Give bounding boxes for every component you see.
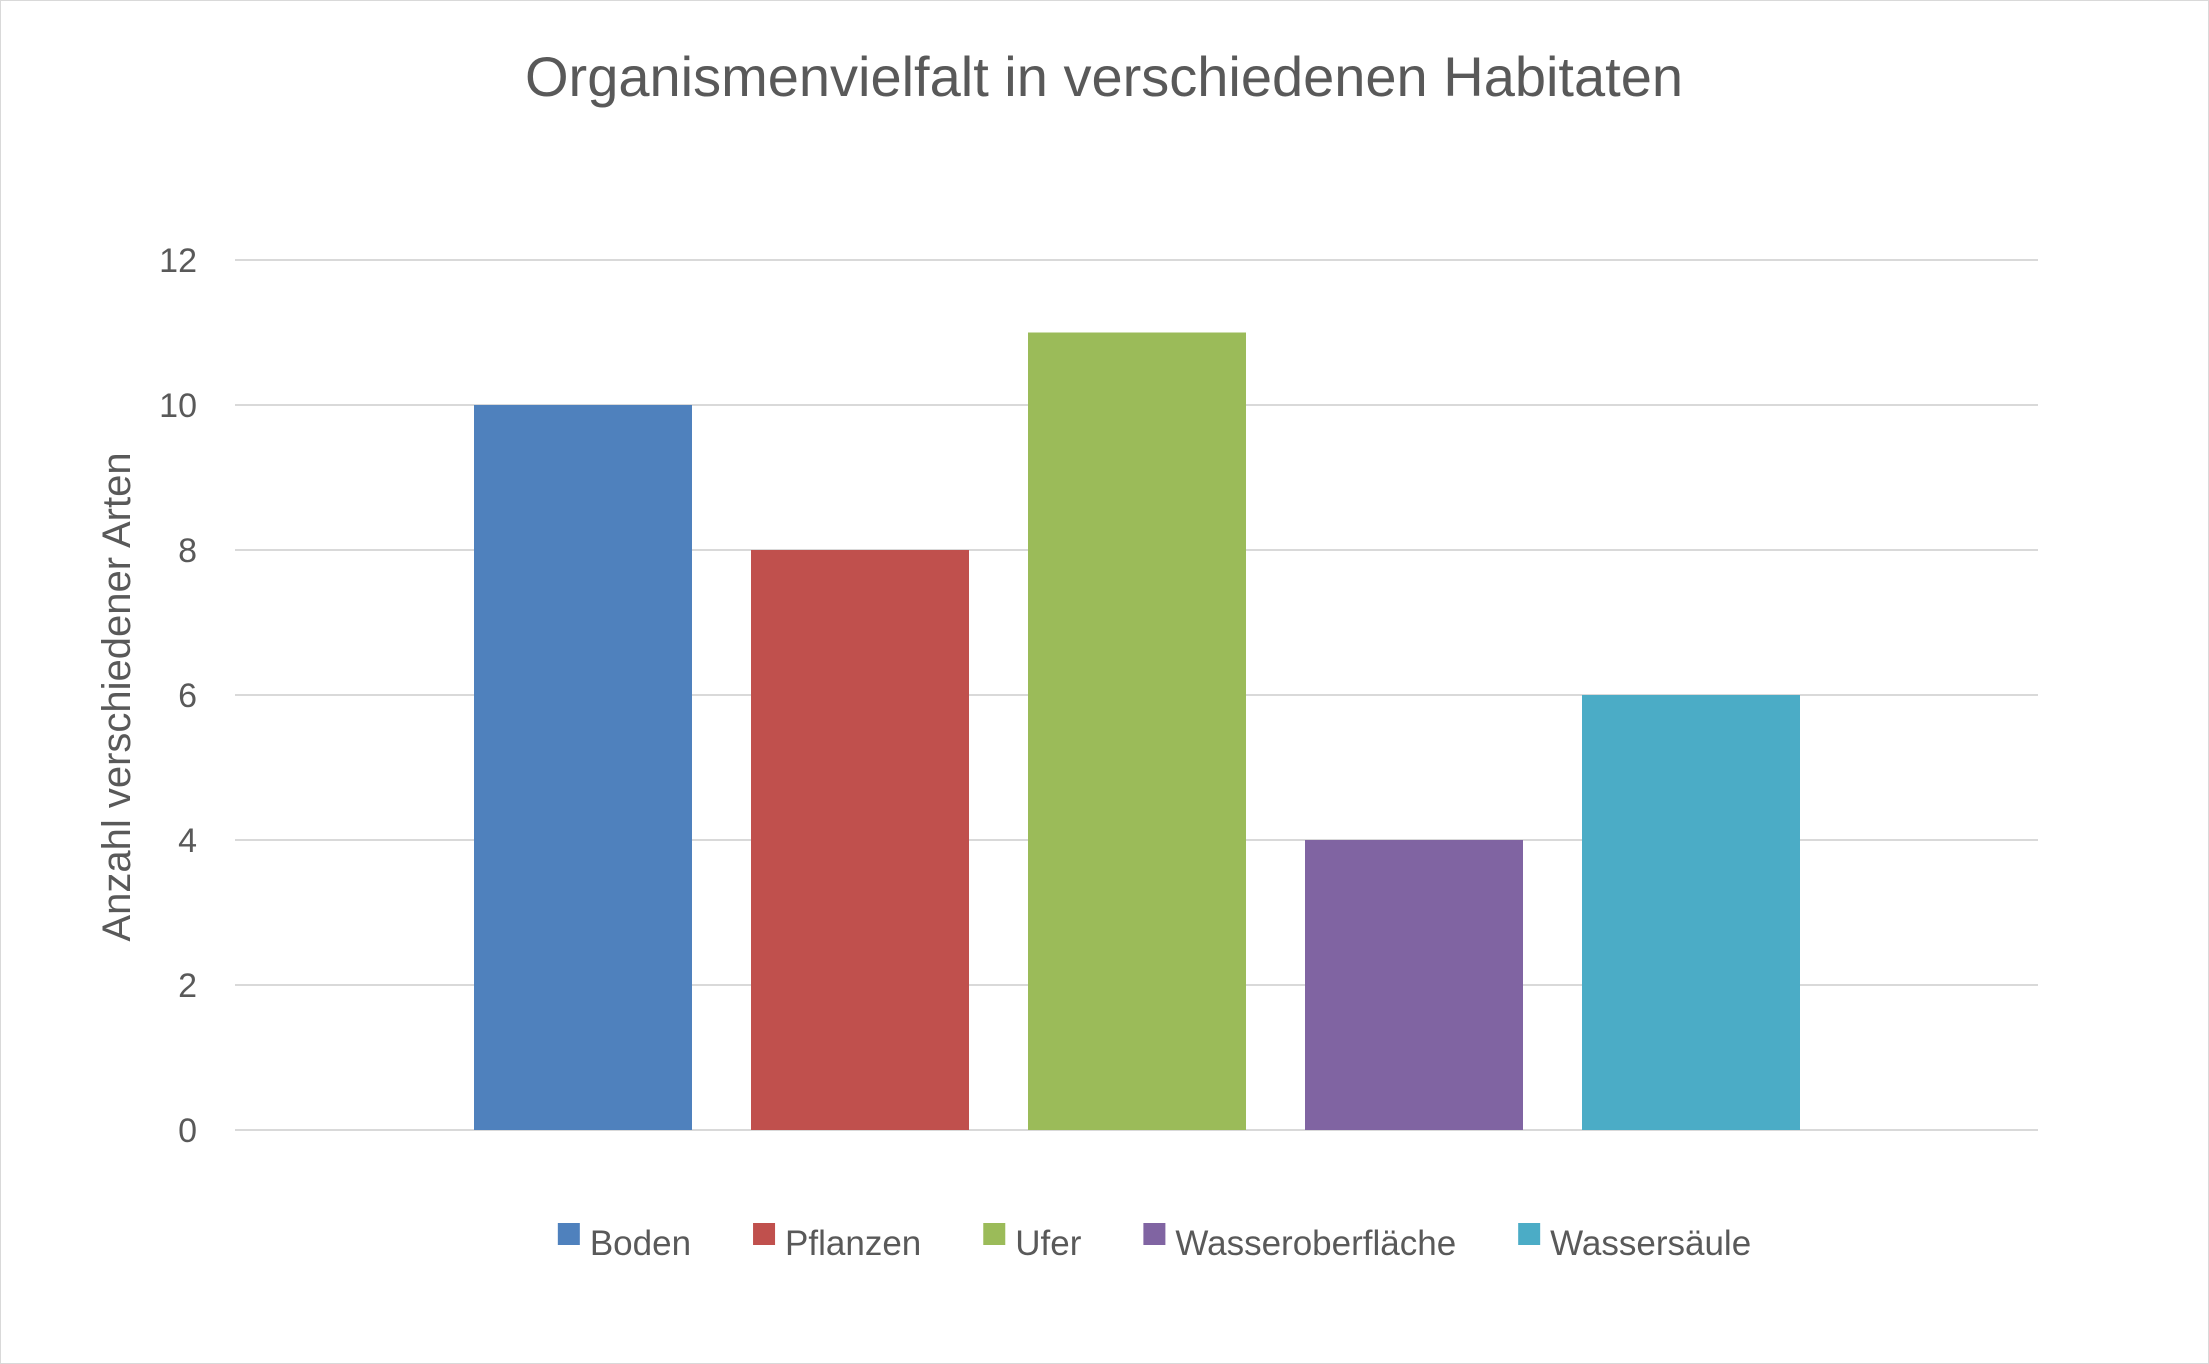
legend-item: Boden — [557, 1223, 691, 1263]
bars — [474, 332, 1800, 1130]
legend-swatch — [983, 1223, 1006, 1245]
y-tick-label: 4 — [178, 822, 197, 860]
bar-pflanzen — [751, 550, 969, 1130]
y-tick-labels: 0 2 4 6 8 10 12 — [159, 242, 197, 1150]
bar-ufer — [1028, 332, 1246, 1130]
legend-swatch — [1518, 1223, 1541, 1245]
legend-swatch — [753, 1223, 776, 1245]
legend-label: Pflanzen — [785, 1224, 921, 1263]
chart-title: Organismenvielfalt in verschiedenen Habi… — [525, 45, 1683, 108]
legend-swatch — [1143, 1223, 1166, 1245]
legend-label: Wassersäule — [1550, 1224, 1751, 1263]
legend-item: Wassersäule — [1518, 1223, 1751, 1263]
y-tick-label: 6 — [178, 677, 197, 715]
y-tick-label: 0 — [178, 1112, 197, 1150]
y-tick-label: 2 — [178, 967, 197, 1005]
y-tick-label: 12 — [159, 242, 197, 280]
legend-label: Wasseroberfläche — [1175, 1224, 1456, 1263]
bar-wasseroberfläche — [1305, 840, 1523, 1130]
legend-swatch — [557, 1223, 580, 1245]
legend-item: Ufer — [983, 1223, 1082, 1263]
legend-item: Pflanzen — [753, 1223, 921, 1263]
bar-wassersäule — [1582, 695, 1800, 1130]
legend: Boden Pflanzen Ufer Wasseroberfläche Wassers… — [557, 1223, 1751, 1263]
legend-label: Boden — [590, 1224, 691, 1263]
bar-boden — [474, 405, 692, 1130]
legend-item: Wasseroberfläche — [1143, 1223, 1456, 1263]
legend-label: Ufer — [1015, 1224, 1081, 1263]
y-axis-label: Anzahl verschiedener Arten — [95, 452, 139, 941]
y-tick-label: 8 — [178, 532, 197, 570]
y-tick-label: 10 — [159, 387, 197, 425]
